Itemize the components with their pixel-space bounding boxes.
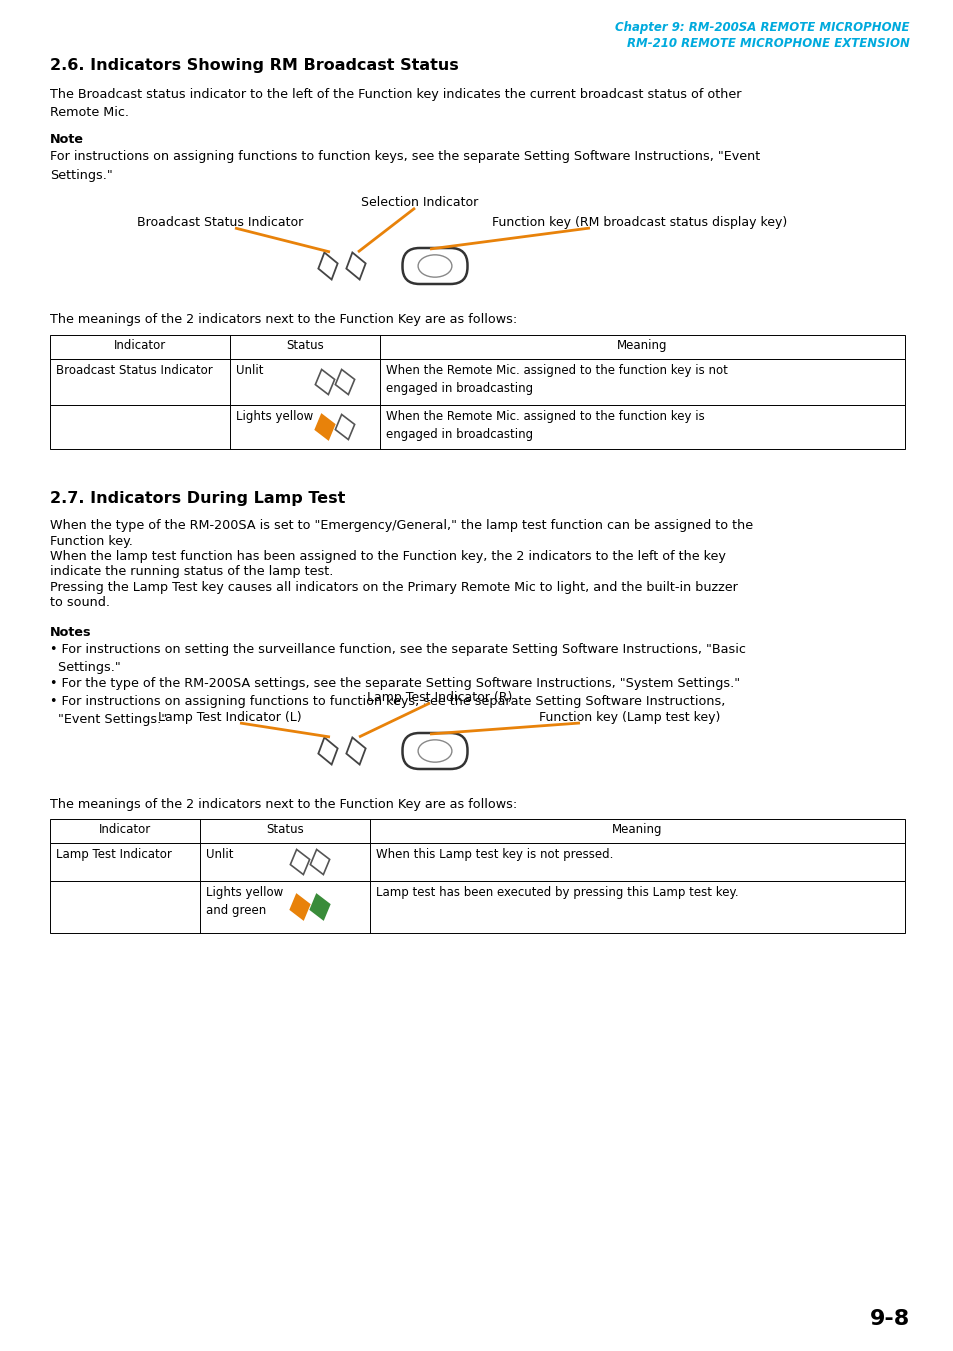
Text: to sound.: to sound. bbox=[50, 597, 110, 609]
Bar bbox=[50, 819, 904, 843]
Text: Lamp Test Indicator (L): Lamp Test Indicator (L) bbox=[158, 711, 301, 724]
Polygon shape bbox=[310, 894, 330, 920]
Text: When the lamp test function has been assigned to the Function key, the 2 indicat: When the lamp test function has been ass… bbox=[50, 550, 725, 563]
Text: The meanings of the 2 indicators next to the Function Key are as follows:: The meanings of the 2 indicators next to… bbox=[50, 313, 517, 326]
Polygon shape bbox=[290, 894, 310, 920]
Text: • For the type of the RM-200SA settings, see the separate Setting Software Instr: • For the type of the RM-200SA settings,… bbox=[50, 677, 740, 690]
Text: When this Lamp test key is not pressed.: When this Lamp test key is not pressed. bbox=[375, 848, 613, 861]
Text: Selection Indicator: Selection Indicator bbox=[361, 196, 478, 209]
Text: Pressing the Lamp Test key causes all indicators on the Primary Remote Mic to li: Pressing the Lamp Test key causes all in… bbox=[50, 581, 737, 594]
Text: Function key (RM broadcast status display key): Function key (RM broadcast status displa… bbox=[492, 216, 787, 230]
Text: Chapter 9: RM-200SA REMOTE MICROPHONE: Chapter 9: RM-200SA REMOTE MICROPHONE bbox=[615, 22, 909, 34]
FancyBboxPatch shape bbox=[402, 734, 467, 769]
Text: When the Remote Mic. assigned to the function key is
engaged in broadcasting: When the Remote Mic. assigned to the fun… bbox=[386, 409, 704, 440]
Text: 2.6. Indicators Showing RM Broadcast Status: 2.6. Indicators Showing RM Broadcast Sta… bbox=[50, 58, 458, 73]
Ellipse shape bbox=[417, 255, 452, 277]
Text: The meanings of the 2 indicators next to the Function Key are as follows:: The meanings of the 2 indicators next to… bbox=[50, 798, 517, 811]
Text: Lamp test has been executed by pressing this Lamp test key.: Lamp test has been executed by pressing … bbox=[375, 886, 738, 898]
Text: Function key (Lamp test key): Function key (Lamp test key) bbox=[538, 711, 720, 724]
Text: Notes: Notes bbox=[50, 626, 91, 639]
Text: Lights yellow
and green: Lights yellow and green bbox=[206, 886, 283, 917]
Text: The Broadcast status indicator to the left of the Function key indicates the cur: The Broadcast status indicator to the le… bbox=[50, 88, 740, 119]
Text: • For instructions on assigning functions to function keys, see the separate Set: • For instructions on assigning function… bbox=[50, 694, 724, 725]
Text: 9-8: 9-8 bbox=[869, 1309, 909, 1329]
Text: Indicator: Indicator bbox=[99, 823, 151, 836]
Text: Broadcast Status Indicator: Broadcast Status Indicator bbox=[56, 363, 213, 377]
Text: Unlit: Unlit bbox=[235, 363, 263, 377]
Text: Status: Status bbox=[286, 339, 323, 353]
Text: For instructions on assigning functions to function keys, see the separate Setti: For instructions on assigning functions … bbox=[50, 150, 760, 181]
Text: Meaning: Meaning bbox=[617, 339, 667, 353]
Text: Lamp Test Indicator: Lamp Test Indicator bbox=[56, 848, 172, 861]
Bar bbox=[50, 881, 904, 934]
Text: Function key.: Function key. bbox=[50, 535, 132, 547]
Bar bbox=[50, 359, 904, 405]
Text: Note: Note bbox=[50, 132, 84, 146]
Text: Status: Status bbox=[266, 823, 304, 836]
Text: Lamp Test Indicator (R): Lamp Test Indicator (R) bbox=[367, 690, 512, 704]
Bar bbox=[50, 335, 904, 359]
Polygon shape bbox=[315, 415, 335, 439]
Text: When the type of the RM-200SA is set to "Emergency/General," the lamp test funct: When the type of the RM-200SA is set to … bbox=[50, 519, 752, 532]
Text: • For instructions on setting the surveillance function, see the separate Settin: • For instructions on setting the survei… bbox=[50, 643, 745, 674]
Text: Indicator: Indicator bbox=[113, 339, 166, 353]
Text: When the Remote Mic. assigned to the function key is not
engaged in broadcasting: When the Remote Mic. assigned to the fun… bbox=[386, 363, 727, 394]
Text: RM-210 REMOTE MICROPHONE EXTENSION: RM-210 REMOTE MICROPHONE EXTENSION bbox=[626, 36, 909, 50]
Text: 2.7. Indicators During Lamp Test: 2.7. Indicators During Lamp Test bbox=[50, 490, 345, 507]
Text: Unlit: Unlit bbox=[206, 848, 233, 861]
Bar bbox=[50, 843, 904, 881]
Text: indicate the running status of the lamp test.: indicate the running status of the lamp … bbox=[50, 566, 333, 578]
Ellipse shape bbox=[417, 740, 452, 762]
Text: Lights yellow: Lights yellow bbox=[235, 409, 313, 423]
Text: Meaning: Meaning bbox=[612, 823, 662, 836]
Text: Broadcast Status Indicator: Broadcast Status Indicator bbox=[136, 216, 303, 230]
FancyBboxPatch shape bbox=[402, 249, 467, 284]
Bar bbox=[50, 405, 904, 449]
